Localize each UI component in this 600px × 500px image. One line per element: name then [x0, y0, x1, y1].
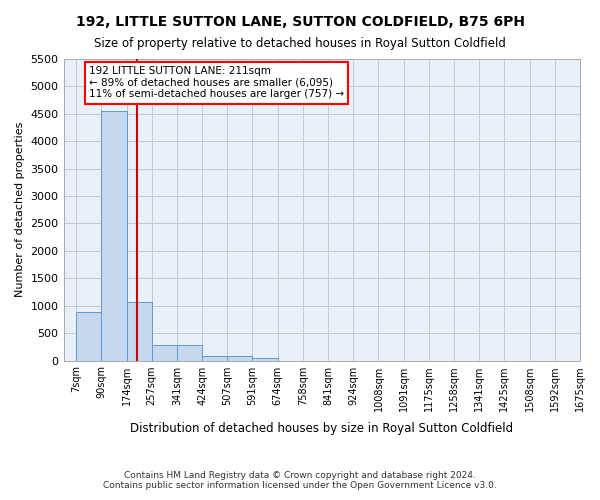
- Bar: [253, 358, 278, 360]
- X-axis label: Distribution of detached houses by size in Royal Sutton Coldfield: Distribution of detached houses by size …: [130, 422, 514, 435]
- Bar: [101, 111, 127, 360]
- Bar: [127, 302, 152, 360]
- Bar: [177, 345, 202, 360]
- Bar: [202, 356, 227, 360]
- Text: 192, LITTLE SUTTON LANE, SUTTON COLDFIELD, B75 6PH: 192, LITTLE SUTTON LANE, SUTTON COLDFIEL…: [76, 15, 524, 29]
- Text: Size of property relative to detached houses in Royal Sutton Coldfield: Size of property relative to detached ho…: [94, 38, 506, 51]
- Bar: [227, 356, 253, 360]
- Text: Contains HM Land Registry data © Crown copyright and database right 2024.
Contai: Contains HM Land Registry data © Crown c…: [103, 470, 497, 490]
- Bar: [76, 312, 101, 360]
- Text: 192 LITTLE SUTTON LANE: 211sqm
← 89% of detached houses are smaller (6,095)
11% : 192 LITTLE SUTTON LANE: 211sqm ← 89% of …: [89, 66, 344, 100]
- Bar: [152, 345, 177, 360]
- Y-axis label: Number of detached properties: Number of detached properties: [15, 122, 25, 298]
